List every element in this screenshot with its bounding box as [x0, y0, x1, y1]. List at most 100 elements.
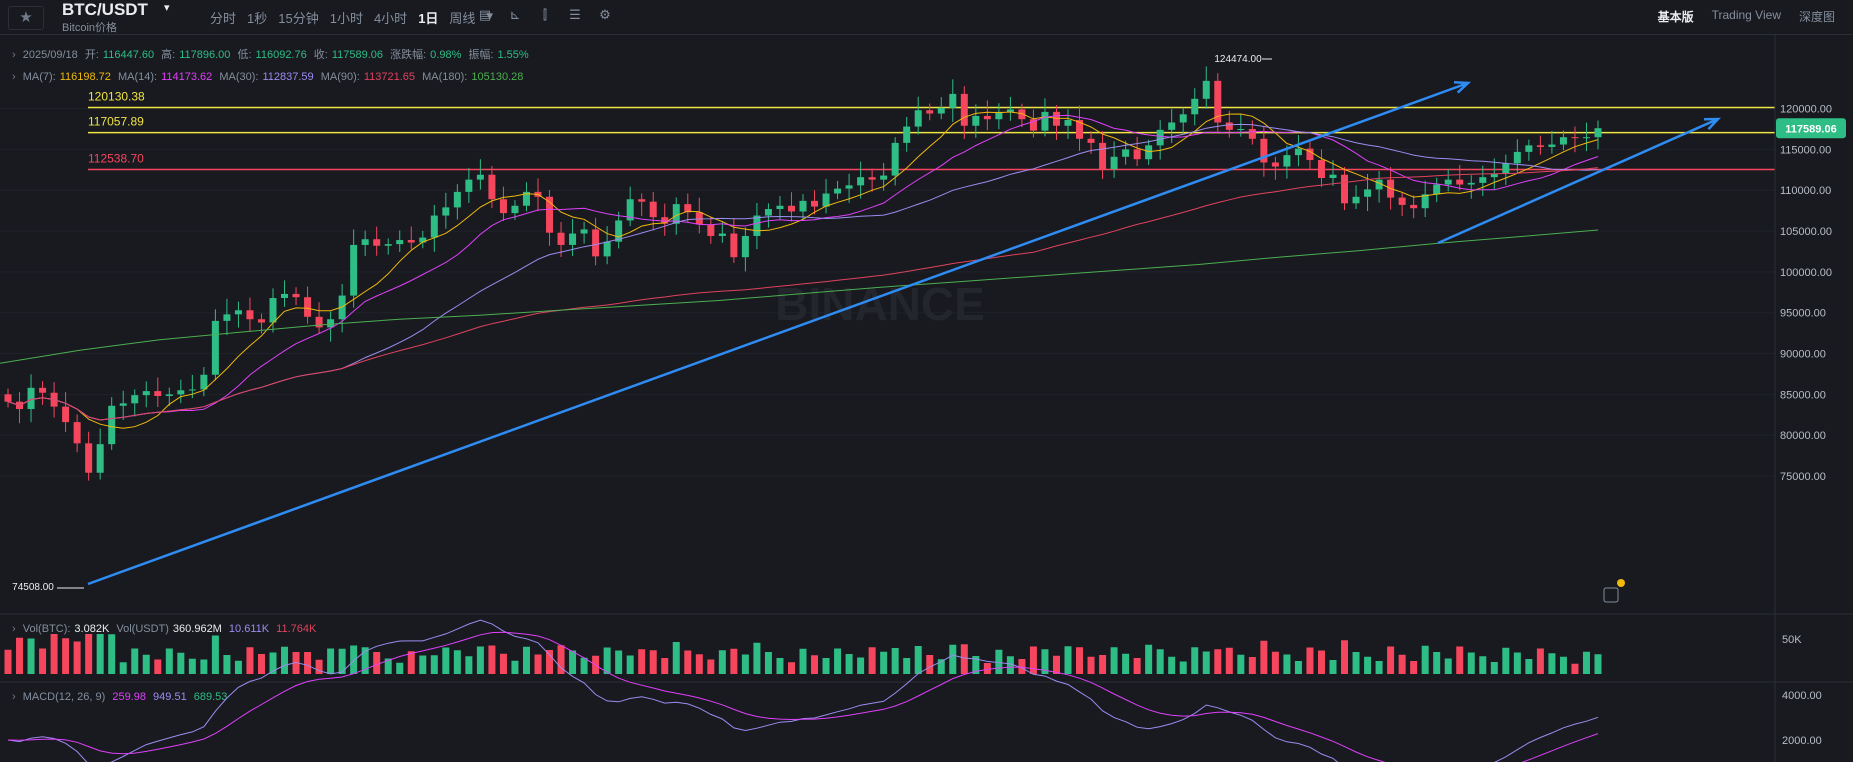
- interval-tab[interactable]: 1小时: [329, 11, 363, 26]
- candle: [269, 298, 277, 323]
- volume-bar: [741, 654, 749, 674]
- interval-tab[interactable]: 15分钟: [278, 11, 319, 26]
- ma180-value: 105130.28: [471, 71, 524, 83]
- alert-marker-icon: [1603, 587, 1619, 603]
- candle: [1421, 194, 1429, 209]
- candle: [430, 215, 438, 238]
- volume-bar: [223, 655, 231, 674]
- candle: [361, 239, 369, 245]
- candle: [1317, 160, 1325, 178]
- chevron-down-icon[interactable]: ▾: [164, 2, 170, 14]
- candle: [891, 142, 899, 176]
- macd-dea: 949.51: [153, 691, 187, 703]
- volume-bar: [1398, 654, 1406, 674]
- volume-bar: [880, 651, 888, 674]
- candle: [39, 387, 47, 393]
- alert-dot: [1617, 579, 1625, 587]
- candle: [373, 239, 381, 246]
- candle: [1352, 196, 1360, 204]
- interval-dropdown-icon[interactable]: ▾: [486, 8, 493, 23]
- candle: [188, 389, 196, 391]
- volume-bar: [85, 634, 93, 674]
- volume-bar: [16, 637, 24, 674]
- candle: [960, 93, 968, 126]
- volume-bar: [269, 652, 277, 674]
- candle: [419, 237, 427, 243]
- candle: [1191, 98, 1199, 115]
- volume-bar: [361, 647, 369, 674]
- interval-tab[interactable]: 4小时: [373, 11, 408, 26]
- interval-tab[interactable]: 分时: [210, 11, 237, 26]
- candle: [672, 204, 680, 224]
- volume-bar: [1260, 640, 1268, 674]
- candle: [903, 126, 911, 143]
- gear-icon[interactable]: ⚙: [599, 7, 611, 22]
- candle: [499, 199, 507, 214]
- volume-bar: [1283, 654, 1291, 674]
- candle: [949, 93, 957, 108]
- volume-bar: [476, 646, 484, 674]
- volume-bar: [1502, 647, 1510, 674]
- candle-type-icon[interactable]: ⫿: [542, 7, 548, 22]
- candle: [626, 199, 634, 221]
- volume-bar: [4, 649, 12, 674]
- interval-tab[interactable]: 1秒: [247, 11, 268, 26]
- candle: [1225, 122, 1233, 130]
- candle: [304, 297, 312, 317]
- candle: [442, 207, 450, 216]
- candle: [73, 422, 81, 444]
- volume-bar: [672, 642, 680, 674]
- volume-bar: [1364, 656, 1372, 674]
- candle: [1260, 138, 1268, 163]
- volume-bar: [1191, 647, 1199, 674]
- view-tab-depth[interactable]: 深度图: [1798, 10, 1835, 24]
- star-icon[interactable]: ★: [8, 6, 44, 30]
- candle: [638, 199, 646, 202]
- candle: [1294, 148, 1302, 156]
- ma7-value: 116198.72: [59, 71, 111, 83]
- candle: [511, 205, 519, 214]
- volume-bar: [499, 653, 507, 674]
- candle: [661, 217, 669, 224]
- volume-bar: [718, 650, 726, 674]
- candle: [684, 204, 692, 213]
- volume-bar: [1317, 650, 1325, 674]
- interval-tab-active[interactable]: 1日: [418, 11, 439, 26]
- candle: [1052, 111, 1060, 126]
- volume-bar: [787, 662, 795, 674]
- volume-bar: [914, 646, 922, 674]
- candle: [1548, 144, 1556, 147]
- candle: [1122, 149, 1130, 157]
- chart-tools: ▤ ⊾ ⫿ ☰ ⚙: [470, 7, 620, 23]
- interval-tab[interactable]: 周线: [449, 11, 476, 26]
- price-chart[interactable]: BINANCE120130.38117057.89112538.70124474…: [0, 34, 1853, 762]
- volume-bar: [1110, 647, 1118, 674]
- candle: [1364, 189, 1372, 197]
- candle: [615, 220, 623, 242]
- calendar-icon[interactable]: ▤: [478, 7, 492, 22]
- volume-bar: [442, 647, 450, 674]
- price-axis-label: 120000.00: [1780, 104, 1832, 116]
- ma90-value: 113721.65: [363, 71, 416, 83]
- volume-bar: [257, 654, 265, 674]
- ma30-value: 112837.59: [262, 71, 314, 83]
- candle: [868, 177, 876, 180]
- high-annotation: 124474.00: [1214, 54, 1262, 65]
- indicator-icon[interactable]: ⊾: [509, 7, 521, 22]
- candle: [845, 185, 853, 189]
- candle: [983, 115, 991, 120]
- view-tab-tradingview[interactable]: Trading View: [1711, 8, 1781, 22]
- volume-bar: [246, 647, 254, 674]
- candle: [822, 193, 830, 207]
- candle: [1087, 138, 1095, 143]
- pair-title[interactable]: BTC/USDT: [62, 0, 148, 19]
- candle: [1099, 142, 1107, 170]
- view-tab-basic[interactable]: 基本版: [1657, 10, 1694, 24]
- candle: [1582, 137, 1590, 139]
- candle: [741, 235, 749, 258]
- candle: [1479, 177, 1487, 183]
- level-label: 112538.70: [88, 152, 144, 166]
- candle: [1525, 145, 1533, 152]
- settings-list-icon[interactable]: ☰: [569, 7, 581, 22]
- trend-arrow-recent-head: [1703, 117, 1721, 131]
